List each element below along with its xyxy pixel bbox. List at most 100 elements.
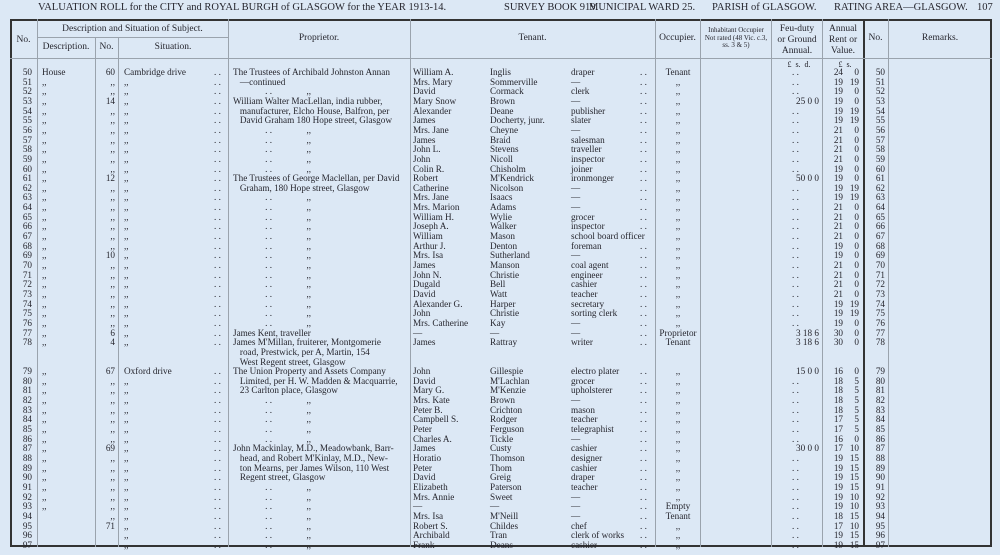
house-number: ,, <box>110 86 115 97</box>
situation: ,, <box>124 231 129 242</box>
situation: ,, <box>124 433 129 444</box>
tenant-surname: Brown <box>490 95 516 106</box>
rent-pounds: 17 <box>833 414 843 425</box>
rent-shillings: 15 <box>849 453 859 463</box>
occupier: ,, <box>675 433 681 444</box>
situation-dots: . . <box>214 337 221 348</box>
situation: ,, <box>124 144 129 155</box>
occupier: ,, <box>675 481 681 492</box>
divider <box>655 19 656 547</box>
tenant-surname: Greig <box>490 472 511 483</box>
house-number: ,, <box>110 481 115 492</box>
occupier: Tenant <box>665 67 691 77</box>
row-number-right: 87 <box>875 443 885 454</box>
tenant-surname: Adams <box>490 202 517 213</box>
feu-dots: . . <box>792 395 799 406</box>
tenant-surname: Custy <box>490 443 512 454</box>
situation-dots: . . <box>214 163 221 174</box>
occupier: ,, <box>675 472 681 483</box>
row-number: 82 <box>22 395 32 406</box>
row-number: 96 <box>22 530 32 541</box>
tenant-surname: Deane <box>490 105 514 116</box>
proprietor: James Kent, traveller <box>233 327 311 338</box>
house-number: ,, <box>110 385 115 396</box>
rent-shillings: 0 <box>854 327 859 338</box>
description: ,, <box>42 211 47 222</box>
description: ,, <box>42 481 47 492</box>
house-number: ,, <box>110 115 115 126</box>
occupier: ,, <box>675 520 681 531</box>
tenant-first-name: Joseph A. <box>413 221 449 232</box>
house-number: ,, <box>110 279 115 290</box>
occupation-dots: . . <box>640 279 647 290</box>
situation-dots: . . <box>214 192 221 203</box>
rent-shillings: 0 <box>854 202 859 213</box>
occupier: ,, <box>675 414 681 425</box>
row-number: 56 <box>22 124 32 135</box>
tenant-first-name: Dugald <box>413 279 441 290</box>
tenant-first-name: Horatio <box>413 453 442 463</box>
situation-dots: . . <box>214 134 221 145</box>
rent-pounds: 19 <box>833 298 843 309</box>
rent-shillings: 0 <box>854 231 859 242</box>
situation: ,, <box>124 86 129 97</box>
tenant-surname: Sommerville <box>490 76 538 87</box>
divider <box>410 19 411 547</box>
proprietor: . . ,, <box>233 530 312 541</box>
description: ,, <box>42 240 47 251</box>
tenant-occupation: cashier <box>571 462 598 473</box>
occupation-dots: . . <box>640 86 647 97</box>
feu-dots: . . <box>792 67 799 77</box>
description: ,, <box>42 144 47 155</box>
col-description-group: Description and Situation of Subject. <box>62 24 203 34</box>
row-number-right: 52 <box>875 86 885 97</box>
occupation-dots: . . <box>640 366 647 377</box>
tenant-first-name: William A. <box>413 67 454 77</box>
occupier: ,, <box>675 366 681 377</box>
tenant-surname: Bell <box>490 279 506 290</box>
situation-dots: . . <box>214 173 221 184</box>
description: ,, <box>42 221 47 232</box>
proprietor: . . ,, <box>233 144 312 155</box>
feu-dots: . . <box>792 481 799 492</box>
house-number: 14 <box>105 95 115 106</box>
tenant-surname: M'Kendrick <box>490 173 535 184</box>
proprietor: . . ,, <box>233 510 312 521</box>
situation: ,, <box>124 134 129 145</box>
occupation-dots: . . <box>640 520 647 531</box>
col-number: No. <box>99 42 114 52</box>
occupation-dots: . . <box>640 221 647 232</box>
proprietor: . . ,, <box>233 520 312 531</box>
description: ,, <box>42 134 47 145</box>
situation-dots: . . <box>214 144 221 155</box>
row-number-right: 92 <box>875 491 885 502</box>
rent-pounds: 19 <box>833 76 843 87</box>
tenant-surname: Sutherland <box>490 250 530 261</box>
feu-dots: . . <box>792 298 799 309</box>
row-number-right: 77 <box>875 327 885 338</box>
row-number: 55 <box>22 115 32 126</box>
row-number-right: 72 <box>875 279 885 290</box>
occupation-dots: . . <box>640 462 647 473</box>
tenant-occupation: ironmonger <box>571 173 614 184</box>
description: ,, <box>42 395 47 406</box>
rent-pounds: 19 <box>833 115 843 126</box>
situation-dots: . . <box>214 115 221 126</box>
tenant-first-name: John <box>413 366 431 377</box>
feu-dots: . . <box>792 163 799 174</box>
occupier: ,, <box>675 231 681 242</box>
feu-dots: . . <box>792 530 799 541</box>
situation-dots: . . <box>214 481 221 492</box>
occupier: ,, <box>675 539 681 550</box>
occupation-dots: . . <box>640 510 647 521</box>
proprietor: John Mackinlay, M.D., Meadowbank, Barr- <box>233 443 394 454</box>
proprietor: Graham, 180 Hope street, Glasgow <box>233 182 370 193</box>
occupation-dots: . . <box>640 124 647 135</box>
tenant-occupation: — <box>571 327 581 338</box>
proprietor: . . ,, <box>233 317 312 328</box>
tenant-first-name: James <box>413 337 436 348</box>
feu-dots: . . <box>792 414 799 425</box>
row-number-right: 69 <box>875 250 885 261</box>
rent-pounds: 21 <box>833 279 843 290</box>
occupier: ,, <box>675 404 681 415</box>
